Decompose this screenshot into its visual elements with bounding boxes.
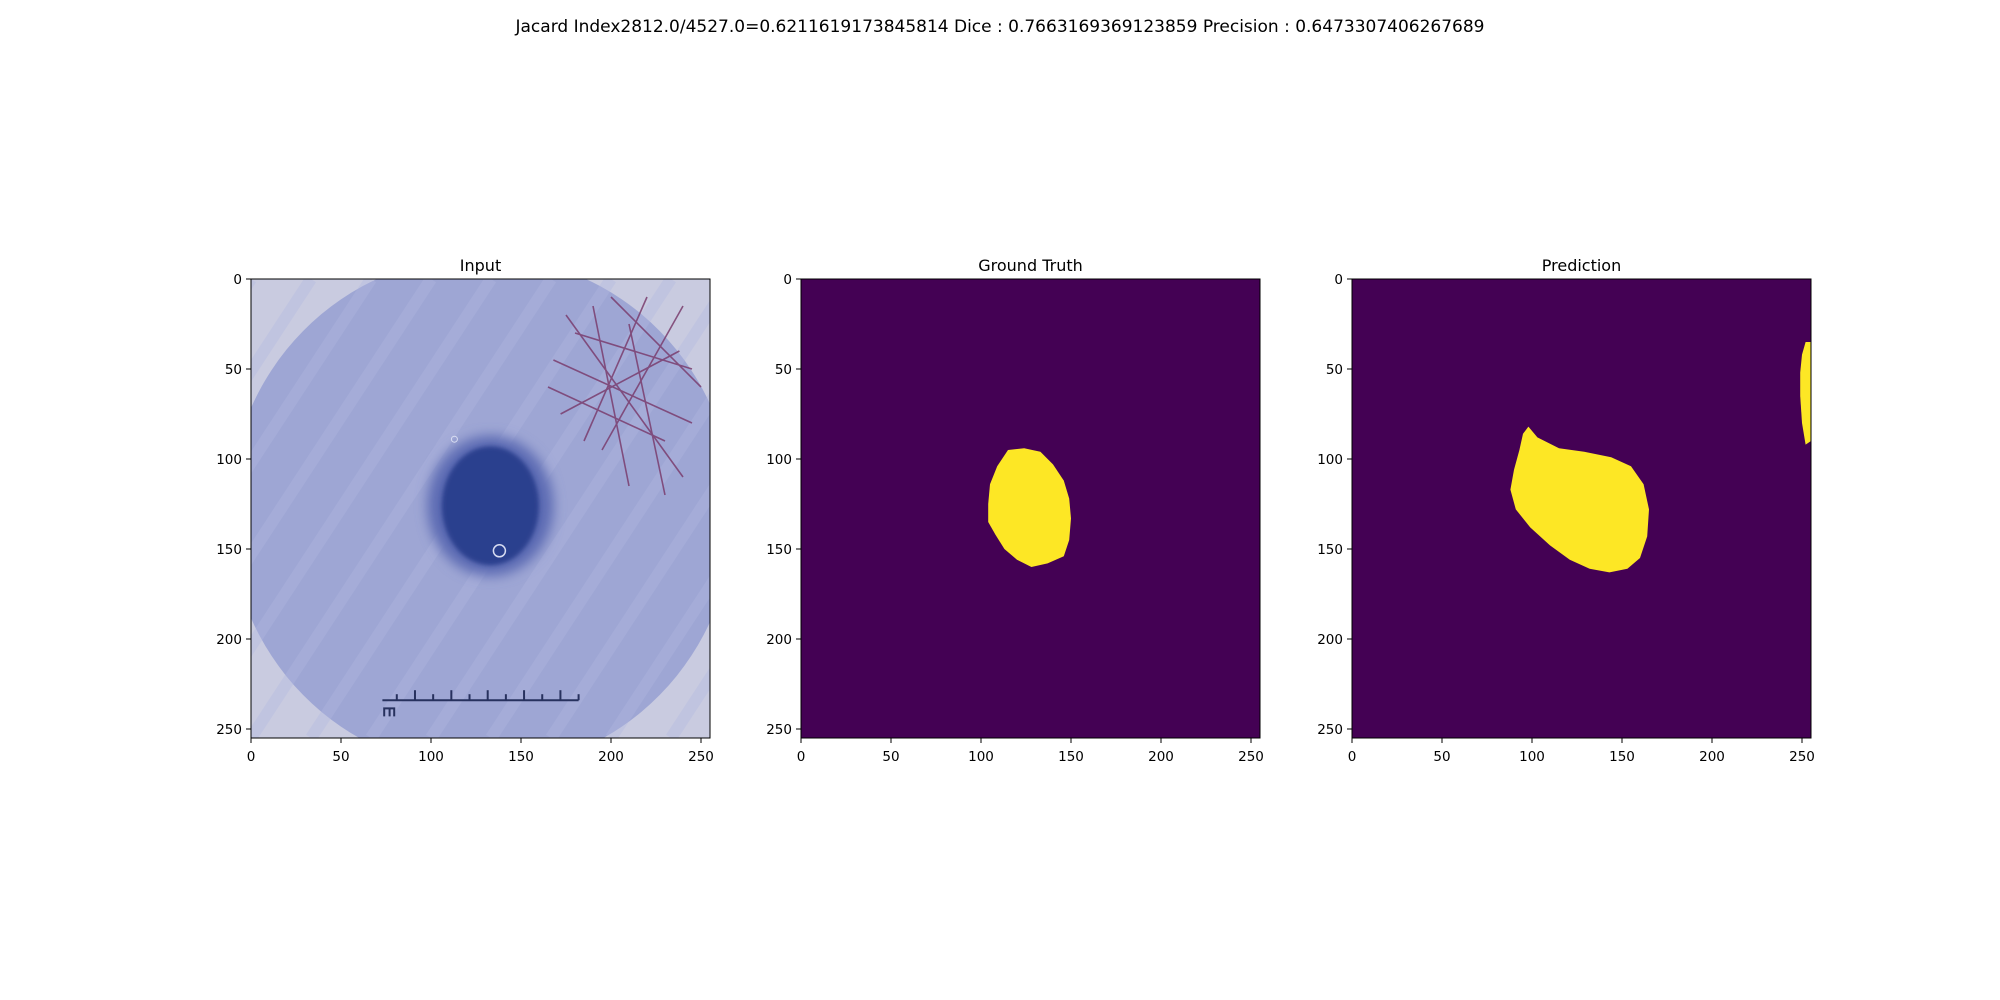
mask-region-1 <box>1510 426 1649 573</box>
input-frame <box>250 278 711 739</box>
mask-region-1 <box>988 448 1071 567</box>
texture-band <box>251 279 497 658</box>
x-tick-label: 150 <box>1058 749 1084 765</box>
texture-band <box>251 279 317 382</box>
x-tick-label: 200 <box>598 749 624 765</box>
texture-band <box>605 575 710 738</box>
hair-strand <box>628 323 666 496</box>
x-tick-label: 50 <box>882 749 899 765</box>
prediction-image <box>1352 279 1811 738</box>
y-tick-label: 200 <box>766 632 792 648</box>
x-tick-label: 0 <box>1348 749 1357 765</box>
y-tick-label: 100 <box>766 452 792 468</box>
x-tick-label: 150 <box>1609 749 1635 765</box>
y-tick-label: 250 <box>1317 722 1343 738</box>
x-tick-label: 150 <box>508 749 534 765</box>
hair-strand <box>583 296 648 442</box>
input-image <box>0 279 710 738</box>
texture-band <box>251 279 437 566</box>
y-tick-label: 200 <box>216 632 242 648</box>
x-tick-label: 250 <box>1789 749 1815 765</box>
prediction-title: Prediction <box>1542 256 1621 275</box>
y-tick-label: 100 <box>1317 452 1343 468</box>
input-title: Input <box>460 256 501 275</box>
y-tick-label: 0 <box>783 272 792 288</box>
hair-strand <box>592 305 630 487</box>
x-tick-label: 100 <box>418 749 444 765</box>
texture-band <box>251 279 377 474</box>
texture-band <box>251 279 557 738</box>
texture-band <box>251 279 257 290</box>
x-tick-label: 50 <box>1433 749 1450 765</box>
x-tick-label: 200 <box>1699 749 1725 765</box>
hair-strand <box>601 305 684 451</box>
y-tick-label: 150 <box>766 542 792 558</box>
x-tick-label: 200 <box>1148 749 1174 765</box>
y-tick-label: 50 <box>1326 362 1343 378</box>
ground-truth-title: Ground Truth <box>978 256 1083 275</box>
texture-band <box>545 483 710 738</box>
hair-strand <box>553 359 693 424</box>
x-tick-label: 0 <box>797 749 806 765</box>
figure-suptitle: Jacard Index2812.0/4527.0=0.621161917384… <box>515 17 1485 37</box>
y-tick-label: 50 <box>775 362 792 378</box>
mask-region-2 <box>1800 342 1811 445</box>
hair-strand <box>574 332 693 370</box>
input-panel: Input 0 50 100 150 200 250 0 50 100 150 200 250 <box>0 256 714 765</box>
x-tick-label: 250 <box>688 749 714 765</box>
y-tick-label: 100 <box>216 452 242 468</box>
bubble <box>492 544 507 558</box>
hair-strands <box>547 296 702 496</box>
bubble <box>450 435 458 443</box>
prediction-panel: Prediction 0 50 100 150 200 250 0 50 100 150 200 250 <box>1317 256 1815 765</box>
hair-strand <box>547 386 666 442</box>
x-tick-label: 50 <box>332 749 349 765</box>
ruler-mark <box>383 707 396 717</box>
y-tick-label: 250 <box>216 722 242 738</box>
ground-truth-panel: Ground Truth 0 50 100 150 200 250 0 50 100 150 200 2… <box>766 256 1264 765</box>
y-tick-label: 0 <box>1334 272 1343 288</box>
x-tick-label: 100 <box>1519 749 1545 765</box>
hair-strand <box>565 314 684 478</box>
prediction-frame <box>1351 278 1812 739</box>
y-tick-label: 150 <box>1317 542 1343 558</box>
hair-strand <box>560 350 680 415</box>
lesion <box>441 446 539 566</box>
ground-truth-image <box>801 279 1260 738</box>
ground-truth-frame <box>800 278 1261 739</box>
hair-strand <box>610 296 702 388</box>
x-tick-label: 250 <box>1238 749 1264 765</box>
y-tick-label: 150 <box>216 542 242 558</box>
x-tick-label: 0 <box>247 749 256 765</box>
texture-band <box>425 300 710 738</box>
y-tick-label: 200 <box>1317 632 1343 648</box>
y-tick-label: 50 <box>225 362 242 378</box>
texture-band <box>485 391 710 738</box>
x-tick-label: 100 <box>968 749 994 765</box>
y-tick-label: 250 <box>766 722 792 738</box>
texture-band <box>0 279 191 738</box>
y-tick-label: 0 <box>233 272 242 288</box>
